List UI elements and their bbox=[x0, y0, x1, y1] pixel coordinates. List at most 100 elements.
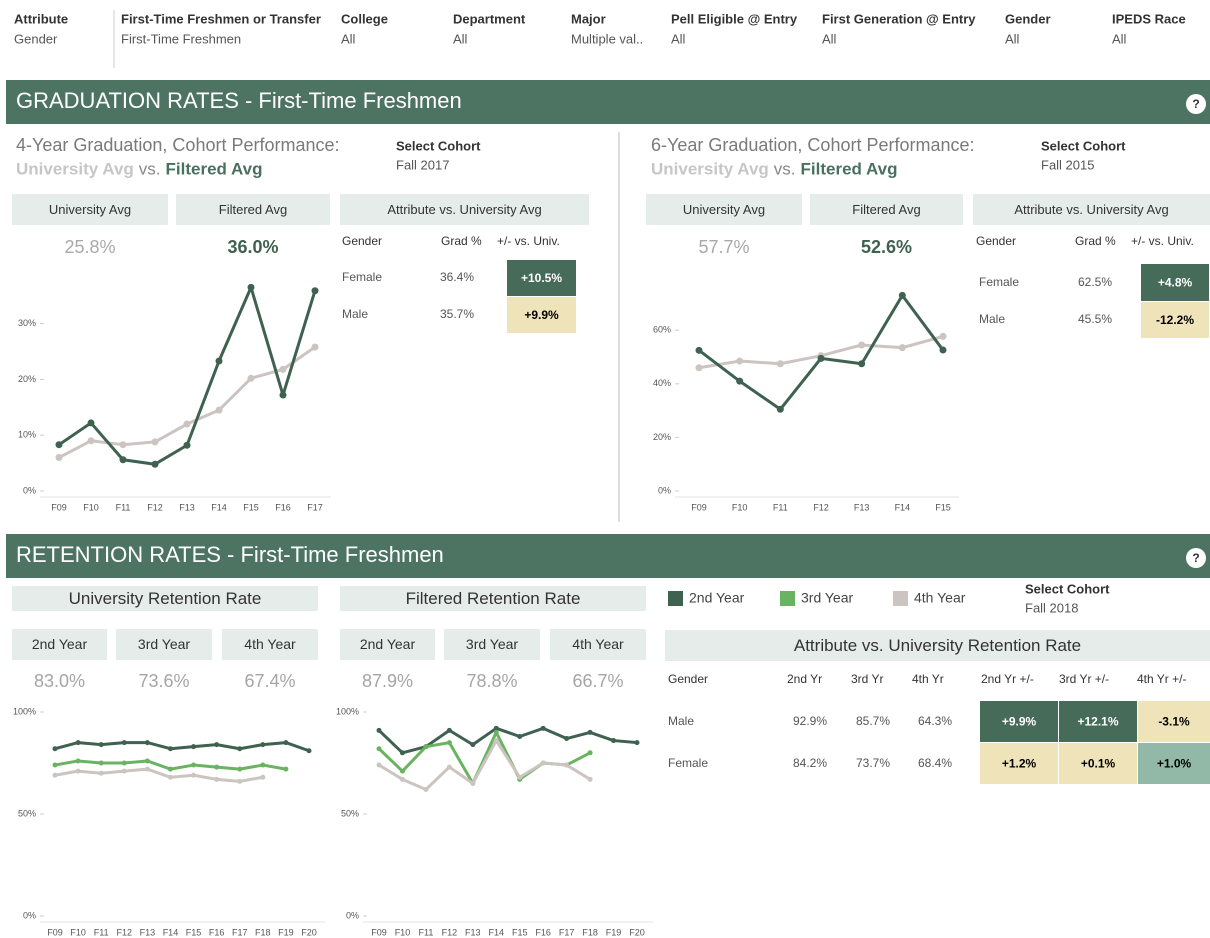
data-point[interactable] bbox=[260, 742, 266, 748]
data-point[interactable] bbox=[119, 456, 127, 464]
data-point[interactable] bbox=[151, 438, 159, 446]
filter-value[interactable]: All bbox=[822, 31, 837, 46]
legend-swatch[interactable] bbox=[668, 591, 683, 606]
data-point[interactable] bbox=[587, 750, 593, 756]
filter-value[interactable]: All bbox=[1112, 31, 1127, 46]
filter-label[interactable]: Pell Eligible @ Entry bbox=[671, 11, 798, 26]
data-point[interactable] bbox=[247, 283, 255, 291]
data-point[interactable] bbox=[151, 460, 159, 468]
help-label[interactable]: ? bbox=[1192, 551, 1199, 565]
filter-value[interactable]: All bbox=[453, 31, 468, 46]
data-point[interactable] bbox=[55, 454, 63, 462]
data-point[interactable] bbox=[98, 742, 104, 748]
data-point[interactable] bbox=[167, 766, 173, 772]
data-point[interactable] bbox=[695, 346, 703, 354]
filter-label[interactable]: Attribute bbox=[14, 11, 68, 26]
data-point[interactable] bbox=[399, 768, 405, 774]
data-point[interactable] bbox=[695, 364, 703, 372]
data-point[interactable] bbox=[167, 746, 173, 752]
data-point[interactable] bbox=[311, 343, 319, 351]
data-point[interactable] bbox=[183, 420, 191, 428]
data-point[interactable] bbox=[898, 344, 906, 352]
legend-label[interactable]: 3rd Year bbox=[801, 590, 853, 606]
data-point[interactable] bbox=[214, 742, 220, 748]
data-point[interactable] bbox=[493, 738, 499, 744]
data-point[interactable] bbox=[167, 774, 173, 780]
data-point[interactable] bbox=[260, 774, 266, 780]
data-point[interactable] bbox=[75, 768, 81, 774]
data-point[interactable] bbox=[376, 727, 382, 733]
data-point[interactable] bbox=[399, 776, 405, 782]
data-point[interactable] bbox=[279, 365, 287, 373]
filter-label[interactable]: College bbox=[341, 11, 388, 26]
filter-label[interactable]: Department bbox=[453, 11, 526, 26]
data-point[interactable] bbox=[98, 760, 104, 766]
data-point[interactable] bbox=[260, 762, 266, 768]
filter-label[interactable]: First-Time Freshmen or Transfer bbox=[121, 11, 321, 26]
filter-label[interactable]: First Generation @ Entry bbox=[822, 11, 976, 26]
data-point[interactable] bbox=[736, 377, 744, 385]
legend-swatch[interactable] bbox=[893, 591, 908, 606]
cohort-value[interactable]: Fall 2018 bbox=[1025, 600, 1078, 615]
data-point[interactable] bbox=[423, 744, 429, 750]
data-point[interactable] bbox=[517, 733, 523, 739]
data-point[interactable] bbox=[237, 778, 243, 784]
data-point[interactable] bbox=[144, 766, 150, 772]
data-point[interactable] bbox=[121, 768, 127, 774]
data-point[interactable] bbox=[736, 357, 744, 365]
data-point[interactable] bbox=[215, 357, 223, 365]
data-point[interactable] bbox=[493, 725, 499, 731]
data-point[interactable] bbox=[52, 772, 58, 778]
data-point[interactable] bbox=[587, 729, 593, 735]
legend-label[interactable]: 2nd Year bbox=[689, 590, 745, 606]
data-point[interactable] bbox=[214, 764, 220, 770]
data-point[interactable] bbox=[237, 766, 243, 772]
data-point[interactable] bbox=[87, 437, 95, 445]
data-point[interactable] bbox=[470, 742, 476, 748]
data-point[interactable] bbox=[121, 760, 127, 766]
help-icon[interactable] bbox=[1186, 94, 1206, 114]
data-point[interactable] bbox=[306, 748, 312, 754]
data-point[interactable] bbox=[98, 770, 104, 776]
data-point[interactable] bbox=[858, 360, 866, 368]
data-point[interactable] bbox=[283, 740, 289, 746]
data-point[interactable] bbox=[898, 291, 906, 299]
help-icon[interactable] bbox=[1186, 548, 1206, 568]
data-point[interactable] bbox=[144, 758, 150, 764]
data-point[interactable] bbox=[817, 354, 825, 362]
data-point[interactable] bbox=[776, 360, 784, 368]
data-point[interactable] bbox=[446, 727, 452, 733]
data-point[interactable] bbox=[611, 738, 617, 744]
data-point[interactable] bbox=[939, 346, 947, 354]
data-point[interactable] bbox=[237, 746, 243, 752]
cohort-value[interactable]: Fall 2015 bbox=[1041, 157, 1094, 172]
filter-label[interactable]: Gender bbox=[1005, 11, 1051, 26]
cohort-value[interactable]: Fall 2017 bbox=[396, 157, 449, 172]
data-point[interactable] bbox=[283, 766, 289, 772]
data-point[interactable] bbox=[75, 758, 81, 764]
data-point[interactable] bbox=[247, 374, 255, 382]
data-point[interactable] bbox=[939, 332, 947, 340]
data-point[interactable] bbox=[311, 287, 319, 295]
data-point[interactable] bbox=[144, 740, 150, 746]
filter-label[interactable]: IPEDS Race bbox=[1112, 11, 1186, 26]
data-point[interactable] bbox=[279, 391, 287, 399]
help-label[interactable]: ? bbox=[1192, 97, 1199, 111]
data-point[interactable] bbox=[55, 441, 63, 449]
filter-value[interactable]: All bbox=[1005, 31, 1020, 46]
filter-value[interactable]: Gender bbox=[14, 31, 58, 46]
data-point[interactable] bbox=[564, 736, 570, 742]
data-point[interactable] bbox=[446, 764, 452, 770]
data-point[interactable] bbox=[376, 746, 382, 752]
data-point[interactable] bbox=[52, 746, 58, 752]
data-point[interactable] bbox=[564, 762, 570, 768]
data-point[interactable] bbox=[540, 725, 546, 731]
legend-label[interactable]: 4th Year bbox=[914, 590, 966, 606]
data-point[interactable] bbox=[376, 762, 382, 768]
data-point[interactable] bbox=[119, 441, 127, 449]
legend-swatch[interactable] bbox=[780, 591, 795, 606]
data-point[interactable] bbox=[183, 441, 191, 449]
data-point[interactable] bbox=[75, 740, 81, 746]
filter-label[interactable]: Major bbox=[571, 11, 606, 26]
data-point[interactable] bbox=[587, 776, 593, 782]
